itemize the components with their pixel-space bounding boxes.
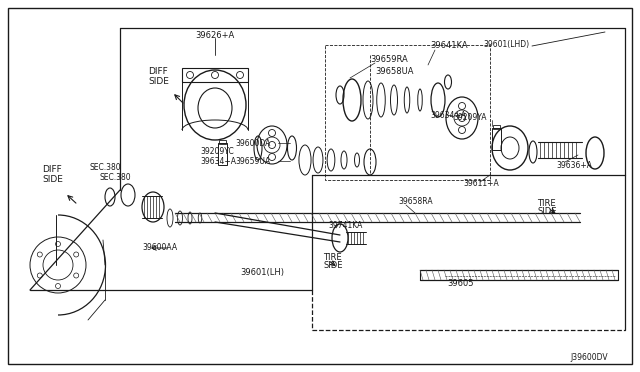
Text: TIRE: TIRE: [323, 253, 342, 262]
Bar: [492, 128, 501, 150]
Text: 39634+A: 39634+A: [430, 110, 466, 119]
Text: SEC.380: SEC.380: [90, 164, 122, 173]
Text: 39600AA: 39600AA: [143, 244, 178, 253]
Text: SIDE: SIDE: [42, 174, 63, 183]
Bar: [493, 125, 500, 129]
Text: 39634+A: 39634+A: [200, 157, 236, 166]
Text: DIFF: DIFF: [42, 166, 61, 174]
Text: DIFF: DIFF: [148, 67, 168, 77]
Text: TIRE: TIRE: [537, 199, 556, 208]
Text: 39611+A: 39611+A: [463, 180, 499, 189]
Text: 39209YA: 39209YA: [454, 113, 487, 122]
Text: 39601(LH): 39601(LH): [240, 267, 284, 276]
Bar: [219, 140, 226, 144]
Text: 39636+A: 39636+A: [556, 161, 592, 170]
Text: 39601(LHD): 39601(LHD): [484, 41, 530, 49]
Text: 39659UA: 39659UA: [236, 157, 271, 166]
Text: SIDE: SIDE: [323, 260, 342, 269]
Text: SIDE: SIDE: [537, 208, 557, 217]
Text: SEC.380: SEC.380: [100, 173, 132, 183]
Text: 39741KA: 39741KA: [328, 221, 362, 231]
Text: 39605: 39605: [447, 279, 474, 289]
Text: 39600DA: 39600DA: [236, 138, 271, 148]
Bar: [182, 68, 248, 82]
Text: J39600DV: J39600DV: [570, 353, 607, 362]
Text: SIDE: SIDE: [148, 77, 169, 86]
Text: 39209YC: 39209YC: [200, 147, 234, 155]
Text: 39658UA: 39658UA: [375, 67, 413, 77]
Text: 39641KA: 39641KA: [430, 42, 468, 51]
Text: 39626+A: 39626+A: [195, 31, 235, 39]
Bar: [218, 143, 227, 165]
Text: 39658RA: 39658RA: [398, 198, 433, 206]
Bar: [325, 45, 490, 180]
Text: 39659RA: 39659RA: [370, 55, 408, 64]
